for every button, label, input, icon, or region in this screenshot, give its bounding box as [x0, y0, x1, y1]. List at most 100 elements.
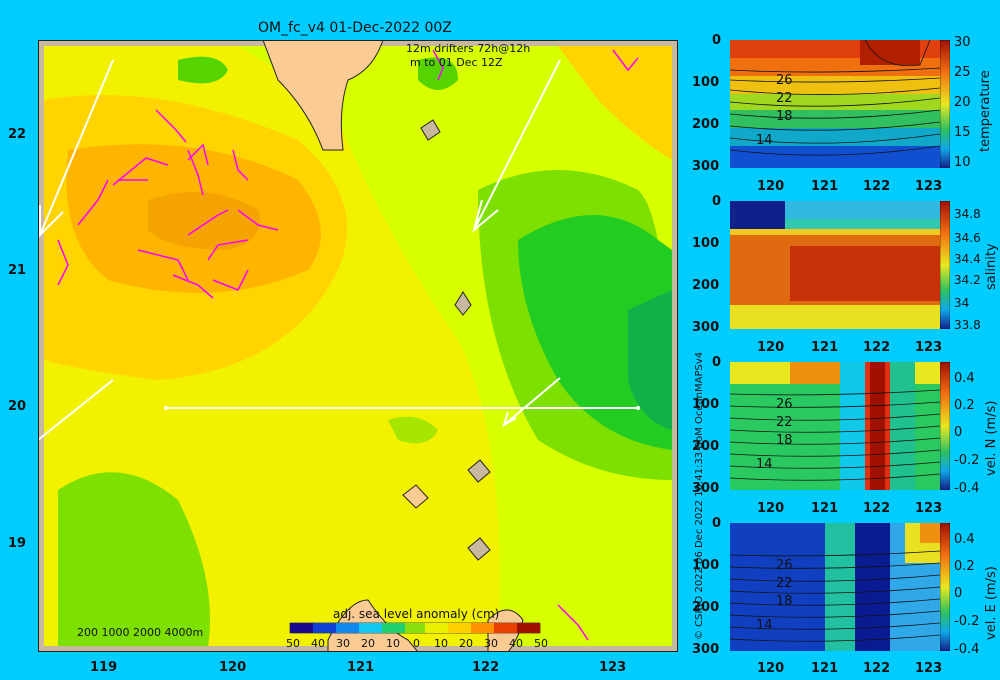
map-title: OM_fc_v4 01-Dec-2022 00Z	[258, 20, 452, 36]
depth-tick: 200	[692, 600, 720, 615]
contour-label: 14	[756, 457, 773, 472]
section-lon-tick: 121	[811, 340, 839, 355]
colorbar-title: adj. sea level anomaly (cm)	[333, 607, 500, 621]
cb-tick: 34	[954, 296, 970, 310]
depth-tick: 300	[692, 481, 720, 496]
cb-tick: -0.2	[954, 614, 980, 629]
section-panel-salinity	[730, 201, 940, 329]
section-label-temperature: temperature	[978, 70, 993, 152]
section-panel-temperature	[730, 40, 940, 168]
depth-tick: 100	[692, 75, 720, 90]
cb-tick: 30	[954, 35, 971, 50]
section-label-vel-e: vel. E (m/s)	[984, 566, 999, 640]
contour-label: 18	[776, 594, 793, 609]
section-panel-vel-e	[730, 523, 940, 651]
section-lon-tick: 120	[757, 661, 785, 676]
colorbar-tick: 0	[413, 637, 420, 650]
cb-tick: -0.4	[954, 642, 980, 657]
section-lon-tick: 121	[811, 661, 839, 676]
drifter-legend-line2: m to 01 Dec 12Z	[410, 56, 503, 69]
colorbar-tick: 50	[534, 637, 548, 650]
section-label-salinity: salinity	[984, 243, 999, 290]
depth-tick: 200	[692, 278, 720, 293]
contour-label: 14	[756, 618, 773, 633]
cb-tick: 20	[954, 95, 971, 110]
section-lon-tick: 123	[915, 179, 943, 194]
lon-tick-119: 119	[90, 660, 118, 675]
section-lon-tick: 123	[915, 340, 943, 355]
depth-tick: 300	[692, 159, 720, 174]
cb-tick: -0.2	[954, 453, 980, 468]
section-lon-tick: 122	[863, 501, 891, 516]
depth-tick: 200	[692, 117, 720, 132]
depth-tick: 0	[712, 194, 722, 209]
cb-tick: 0	[954, 586, 963, 601]
cb-tick: 25	[954, 65, 971, 80]
section-lon-tick: 122	[863, 179, 891, 194]
sea-level-map	[38, 40, 678, 652]
lat-tick-21: 21	[8, 263, 27, 278]
colorbar-salinity	[940, 201, 950, 329]
lon-tick-123: 123	[599, 660, 627, 675]
section-lon-tick: 120	[757, 501, 785, 516]
section-lon-tick: 123	[915, 501, 943, 516]
section-label-vel-n: vel. N (m/s)	[984, 400, 999, 476]
section-lon-tick: 122	[863, 340, 891, 355]
colorbar-ticks: 50 40 30 20 10 0 10 20 30 40 50	[286, 637, 550, 651]
colorbar-temperature	[940, 40, 950, 168]
depth-tick: 0	[712, 516, 722, 531]
depth-tick: 300	[692, 642, 720, 657]
depth-tick: 100	[692, 397, 720, 412]
cb-tick: 0.2	[954, 559, 975, 574]
section-lon-tick: 121	[811, 179, 839, 194]
contour-label: 22	[776, 415, 793, 430]
contour-label: 22	[776, 576, 793, 591]
colorbar-vel-n	[940, 362, 950, 490]
section-lon-tick: 120	[757, 179, 785, 194]
section-lon-tick: 123	[915, 661, 943, 676]
colorbar-vel-e	[940, 523, 950, 651]
colorbar-tick: 30	[336, 637, 350, 650]
drifter-legend-line1: 12m drifters 72h@12h	[406, 42, 531, 55]
section-panel-vel-n	[730, 362, 940, 490]
colorbar-tick: 10	[386, 637, 400, 650]
lon-tick-121: 121	[347, 660, 375, 675]
cb-tick: 0.4	[954, 532, 975, 547]
depth-tick: 0	[712, 355, 722, 370]
depth-tick: 200	[692, 439, 720, 454]
section-lon-tick: 121	[811, 501, 839, 516]
cb-tick: -0.4	[954, 481, 980, 496]
lat-tick-19: 19	[8, 536, 27, 551]
colorbar-tick: 30	[484, 637, 498, 650]
cb-tick: 0.4	[954, 371, 975, 386]
contour-label: 18	[776, 433, 793, 448]
cb-tick: 34.6	[954, 231, 981, 245]
lat-tick-20: 20	[8, 399, 27, 414]
depth-tick: 0	[712, 33, 722, 48]
cb-tick: 33.8	[954, 318, 981, 332]
contour-label: 18	[776, 109, 793, 124]
depth-legend: 200 1000 2000 4000m	[77, 626, 204, 639]
cb-tick: 10	[954, 155, 971, 170]
contour-label: 22	[776, 91, 793, 106]
colorbar-tick: 40	[311, 637, 325, 650]
colorbar-tick: 40	[509, 637, 523, 650]
cb-tick: 34.2	[954, 273, 981, 287]
colorbar-tick: 20	[361, 637, 375, 650]
contour-label: 26	[776, 558, 793, 573]
depth-tick: 300	[692, 320, 720, 335]
lon-tick-120: 120	[219, 660, 247, 675]
cb-tick: 34.4	[954, 252, 981, 266]
cb-tick: 34.8	[954, 207, 981, 221]
lat-tick-22: 22	[8, 127, 27, 142]
colorbar-tick: 20	[459, 637, 473, 650]
cb-tick: 15	[954, 125, 971, 140]
cb-tick: 0.2	[954, 398, 975, 413]
section-lon-tick: 122	[863, 661, 891, 676]
lon-tick-122: 122	[472, 660, 500, 675]
depth-tick: 100	[692, 558, 720, 573]
cb-tick: 0	[954, 425, 963, 440]
contour-label: 26	[776, 397, 793, 412]
depth-tick: 100	[692, 236, 720, 251]
colorbar-tick: 10	[434, 637, 448, 650]
